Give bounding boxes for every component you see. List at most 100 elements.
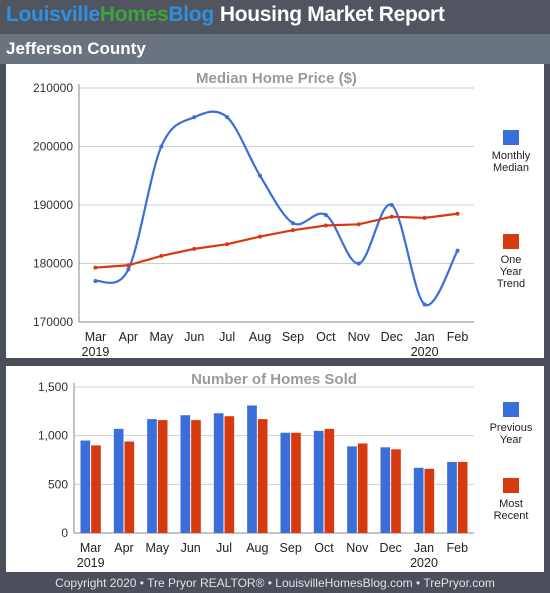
bar-most-recent xyxy=(257,419,268,533)
x-tick-label: Aug xyxy=(249,330,271,344)
legend-label: Median xyxy=(493,162,529,174)
bar-most-recent xyxy=(424,468,435,533)
bar-previous-year xyxy=(213,413,224,533)
data-point xyxy=(126,263,131,268)
bar-previous-year xyxy=(80,440,91,533)
legend-label: Previous xyxy=(490,422,533,434)
bar-most-recent xyxy=(124,441,135,533)
bar-previous-year xyxy=(380,447,391,533)
x-year-label: 2019 xyxy=(82,345,110,358)
bar-previous-year xyxy=(147,419,157,533)
data-point xyxy=(225,115,230,120)
x-tick-label: Jun xyxy=(184,330,204,344)
data-point xyxy=(422,302,427,307)
series-line-0 xyxy=(95,110,459,307)
bar-previous-year xyxy=(247,405,257,533)
legend-label: Monthly xyxy=(492,150,531,162)
data-point xyxy=(225,242,230,247)
homes-sold-chart-panel: Number of Homes Sold 0 500 1,000 1,500 Mar 201… xyxy=(6,366,544,572)
bar-previous-year xyxy=(113,428,124,533)
x-tick-label: Jul xyxy=(216,541,232,555)
data-point xyxy=(323,223,328,228)
bar-previous-year xyxy=(347,446,357,533)
legend-label: Year xyxy=(500,266,523,278)
bar-most-recent xyxy=(291,432,301,533)
legend-label: Most xyxy=(499,498,523,510)
x-tick-label: Jul xyxy=(219,330,235,344)
legend-swatch xyxy=(503,234,519,249)
report-header: LouisvilleHomesBlog Housing Market Report xyxy=(0,0,550,34)
data-point xyxy=(290,221,295,226)
region-bar: Jefferson County xyxy=(0,34,550,64)
chart-title: Median Home Price ($) xyxy=(196,70,357,87)
legend-label: Trend xyxy=(497,278,525,290)
legend-label: Recent xyxy=(494,510,529,522)
data-point xyxy=(455,248,460,253)
data-point xyxy=(356,222,361,227)
x-tick-label: Mar xyxy=(85,330,107,344)
legend-swatch xyxy=(503,478,519,493)
bar-most-recent xyxy=(91,445,101,533)
x-year-label: 2020 xyxy=(411,345,439,358)
x-tick-label: Dec xyxy=(381,330,403,344)
x-tick-label: Nov xyxy=(346,541,369,555)
brand-part-louisville: Louisville xyxy=(6,3,100,26)
chart-title: Number of Homes Sold xyxy=(191,371,357,388)
homes-sold-chart: Number of Homes Sold 0 500 1,000 1,500 Mar201… xyxy=(38,371,533,570)
x-tick-label: Apr xyxy=(119,330,138,344)
data-point xyxy=(258,173,263,178)
data-point xyxy=(192,246,197,251)
x-tick-label: Feb xyxy=(447,330,469,344)
x-tick-label: Nov xyxy=(348,330,371,344)
y-tick-label: 180000 xyxy=(33,257,73,271)
data-point xyxy=(126,267,131,272)
bar-previous-year xyxy=(313,430,324,533)
legend-swatch xyxy=(503,402,519,417)
x-tick-label: Sep xyxy=(280,541,302,555)
bar-previous-year xyxy=(413,467,424,533)
data-point xyxy=(93,279,98,284)
data-point xyxy=(356,261,361,266)
x-tick-label: Mar xyxy=(80,541,102,555)
x-tick-label: Dec xyxy=(380,541,402,555)
y-tick-label: 200000 xyxy=(33,140,73,154)
bar-most-recent xyxy=(157,420,168,533)
bar-most-recent xyxy=(391,449,401,533)
brand-part-blog: Blog xyxy=(168,3,214,26)
x-tick-label: May xyxy=(146,541,170,555)
data-point xyxy=(455,211,460,216)
data-point xyxy=(159,144,164,149)
footer-copyright: Copyright 2020 • Tre Pryor REALTOR® • Lo… xyxy=(55,576,495,590)
bar-most-recent xyxy=(224,416,235,533)
data-point xyxy=(192,115,197,120)
legend-label: One xyxy=(501,254,522,266)
region-name: Jefferson County xyxy=(6,39,146,58)
x-tick-label: Oct xyxy=(314,541,334,555)
data-point xyxy=(323,212,328,217)
bar-most-recent xyxy=(457,461,468,533)
data-point xyxy=(389,214,394,219)
y-tick-label: 170000 xyxy=(33,315,73,329)
brand-part-homes: Homes xyxy=(99,3,169,26)
x-tick-label: Feb xyxy=(447,541,469,555)
x-tick-label: Sep xyxy=(282,330,304,344)
legend-label: Year xyxy=(500,434,523,446)
bar-most-recent xyxy=(191,420,201,533)
x-tick-label: Jan xyxy=(414,541,434,555)
x-tick-label: Oct xyxy=(316,330,336,344)
bar-previous-year xyxy=(447,461,457,533)
data-point xyxy=(159,253,164,258)
y-tick-label: 500 xyxy=(48,477,68,491)
y-tick-label: 1,500 xyxy=(38,380,68,394)
x-tick-label: Apr xyxy=(114,541,133,555)
y-tick-label: 190000 xyxy=(33,198,73,212)
x-year-label: 2019 xyxy=(77,556,105,570)
x-tick-label: Jun xyxy=(181,541,201,555)
median-price-chart-panel: Median Home Price ($) 170000 180000 190000 2… xyxy=(6,64,544,359)
data-point xyxy=(93,265,98,270)
report-title: Housing Market Report xyxy=(219,3,445,26)
data-point xyxy=(389,203,394,207)
x-tick-label: Aug xyxy=(246,541,268,555)
bar-previous-year xyxy=(280,432,291,533)
data-point xyxy=(258,234,263,239)
